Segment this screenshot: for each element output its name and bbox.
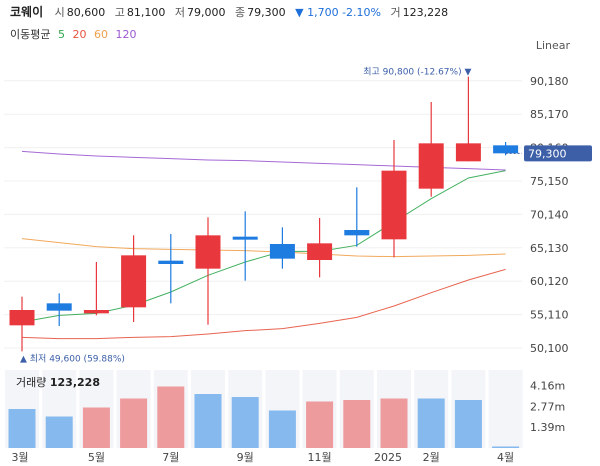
ma-120-label: 120 bbox=[115, 28, 137, 41]
candle-body bbox=[121, 255, 147, 308]
volume-bar bbox=[343, 400, 371, 448]
moving-average-legend[interactable]: 이동평균 5 20 60 120 bbox=[10, 27, 140, 43]
open-value: 80,600 bbox=[66, 6, 106, 19]
x-axis-label: 2025 bbox=[374, 451, 402, 464]
candle-body bbox=[344, 230, 370, 236]
low-label: 저 bbox=[174, 6, 185, 19]
candle-body bbox=[493, 145, 519, 154]
price-header: 코웨이 시 80,600 고 81,100 저 79,000 종 79,300 ▼ 1,… bbox=[10, 3, 454, 21]
price-tick-label: 90,180 bbox=[530, 75, 569, 88]
scale-mode-toggle[interactable]: Linear bbox=[535, 39, 570, 52]
volume-tick-label: 1.39m bbox=[530, 421, 565, 434]
volume-label: 거 bbox=[390, 6, 401, 19]
high-label: 고 bbox=[114, 6, 125, 19]
price-tick-label: 85,170 bbox=[530, 108, 569, 121]
open-label: 시 bbox=[54, 6, 65, 19]
x-axis-label: 5월 bbox=[88, 451, 105, 464]
x-axis-label: 2월 bbox=[423, 451, 440, 464]
candle-body bbox=[269, 244, 295, 259]
candle-body bbox=[381, 170, 407, 240]
volume-bar bbox=[231, 397, 259, 448]
candle-body bbox=[83, 310, 109, 314]
volume-bar bbox=[268, 410, 296, 448]
close-label: 종 bbox=[235, 6, 246, 19]
volume-panel-value: 123,228 bbox=[49, 376, 100, 389]
volume-panel-label: 거래량 123,228 bbox=[16, 374, 100, 390]
price-tick-label: 50,100 bbox=[530, 342, 569, 355]
volume-panel-title: 거래량 bbox=[16, 376, 47, 389]
close-value: 79,300 bbox=[247, 6, 286, 19]
high-annotation: 최고 90,800 (-12.67%) ▼ bbox=[363, 67, 471, 78]
ma-5-label: 5 bbox=[57, 28, 65, 41]
volume-bar bbox=[492, 446, 520, 448]
moving-average-title: 이동평균 bbox=[10, 28, 51, 41]
volume-bar bbox=[82, 407, 110, 448]
volume-column-bg bbox=[488, 370, 523, 448]
ma-60-label: 60 bbox=[93, 28, 108, 41]
low-value: 79,000 bbox=[187, 6, 226, 19]
candle-body bbox=[418, 143, 444, 189]
candle-body bbox=[307, 243, 333, 260]
volume-bar bbox=[380, 398, 408, 448]
high-value: 81,100 bbox=[126, 6, 166, 19]
ma-60-line bbox=[21, 238, 506, 258]
candle-body bbox=[232, 236, 258, 240]
volume-bar bbox=[45, 416, 73, 448]
volume-bar bbox=[417, 398, 445, 448]
volume-bar bbox=[120, 398, 148, 448]
volume-bar bbox=[454, 400, 482, 448]
candle-body bbox=[9, 310, 35, 326]
volume-bar bbox=[194, 394, 222, 448]
volume-tick-label: 4.16m bbox=[530, 380, 565, 393]
price-tick-label: 75,150 bbox=[530, 175, 569, 188]
stock-name: 코웨이 bbox=[10, 5, 44, 19]
candle-body bbox=[46, 303, 72, 311]
current-price-label: 79,300 bbox=[528, 147, 567, 160]
ma-20-line bbox=[21, 268, 506, 340]
price-tick-label: 60,120 bbox=[530, 275, 569, 288]
volume-bar bbox=[157, 386, 185, 448]
price-tick-label: 70,140 bbox=[530, 208, 569, 221]
low-annotation: ▲ 최저 49,600 (59.88%) bbox=[20, 353, 125, 364]
x-axis-label: 4월 bbox=[497, 451, 514, 464]
change-text: ▼ 1,700 -2.10% bbox=[295, 6, 381, 19]
volume-bar bbox=[8, 409, 36, 448]
candle-body bbox=[195, 235, 221, 269]
x-axis-label: 7월 bbox=[162, 451, 179, 464]
volume-value: 123,228 bbox=[402, 6, 449, 19]
volume-tick-label: 2.77m bbox=[530, 400, 565, 413]
volume-bar bbox=[306, 401, 334, 448]
x-axis-label: 11월 bbox=[308, 451, 332, 464]
price-tick-label: 55,110 bbox=[530, 309, 569, 322]
current-price-tag bbox=[524, 145, 592, 162]
price-tick-label: 65,130 bbox=[530, 242, 569, 255]
ma-20-label: 20 bbox=[72, 28, 87, 41]
x-axis-label: 3월 bbox=[11, 451, 28, 464]
x-axis-label: 9월 bbox=[237, 451, 254, 464]
candle-body bbox=[158, 260, 184, 264]
candle-body bbox=[455, 143, 481, 162]
